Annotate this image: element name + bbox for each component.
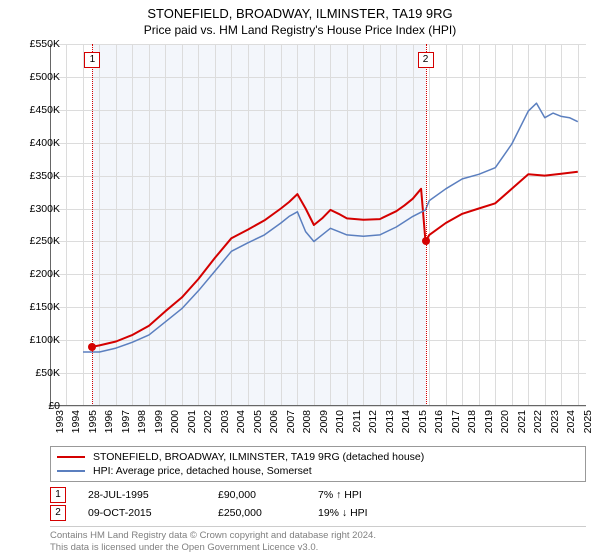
x-tick-label: 2020 <box>499 410 511 440</box>
x-tick-label: 2004 <box>235 410 247 440</box>
y-tick-label: £300K <box>12 203 60 215</box>
chart-title: STONEFIELD, BROADWAY, ILMINSTER, TA19 9R… <box>0 0 600 21</box>
chart-line-series <box>50 44 586 406</box>
legend-label: HPI: Average price, detached house, Some… <box>93 465 312 477</box>
x-tick-label: 2005 <box>252 410 264 440</box>
x-tick-label: 1999 <box>153 410 165 440</box>
event-number-box: 1 <box>50 487 66 503</box>
event-price: £250,000 <box>218 507 318 519</box>
x-tick-label: 2016 <box>433 410 445 440</box>
chart-legend: STONEFIELD, BROADWAY, ILMINSTER, TA19 9R… <box>50 446 586 482</box>
x-tick-label: 2010 <box>334 410 346 440</box>
x-tick-label: 2002 <box>202 410 214 440</box>
x-tick-label: 2009 <box>318 410 330 440</box>
x-tick-label: 1994 <box>70 410 82 440</box>
x-tick-label: 2023 <box>549 410 561 440</box>
legend-item: STONEFIELD, BROADWAY, ILMINSTER, TA19 9R… <box>57 450 579 464</box>
y-tick-label: £250K <box>12 235 60 247</box>
y-tick-label: £100K <box>12 334 60 346</box>
x-tick-label: 1993 <box>54 410 66 440</box>
chart-plot-area: 12 <box>50 44 586 406</box>
y-tick-label: £450K <box>12 104 60 116</box>
event-row: 1 28-JUL-1995 £90,000 7% ↑ HPI <box>50 486 586 504</box>
x-tick-label: 2003 <box>219 410 231 440</box>
legend-label: STONEFIELD, BROADWAY, ILMINSTER, TA19 9R… <box>93 451 424 463</box>
x-tick-label: 2007 <box>285 410 297 440</box>
event-number-box: 2 <box>50 505 66 521</box>
x-tick-label: 1998 <box>136 410 148 440</box>
x-tick-label: 2022 <box>532 410 544 440</box>
x-tick-label: 2025 <box>582 410 594 440</box>
x-tick-label: 2012 <box>367 410 379 440</box>
x-tick-label: 2006 <box>268 410 280 440</box>
x-tick-label: 2001 <box>186 410 198 440</box>
footer-line: Contains HM Land Registry data © Crown c… <box>50 530 586 542</box>
x-tick-label: 2008 <box>301 410 313 440</box>
x-tick-label: 2013 <box>384 410 396 440</box>
legend-swatch <box>57 470 85 472</box>
y-tick-label: £200K <box>12 268 60 280</box>
events-table: 1 28-JUL-1995 £90,000 7% ↑ HPI 2 09-OCT-… <box>50 486 586 522</box>
event-pct: 19% ↓ HPI <box>318 507 438 519</box>
y-tick-label: £150K <box>12 301 60 313</box>
y-tick-label: £50K <box>12 367 60 379</box>
y-tick-label: £400K <box>12 137 60 149</box>
y-tick-label: £500K <box>12 71 60 83</box>
x-tick-label: 1996 <box>103 410 115 440</box>
x-tick-label: 1995 <box>87 410 99 440</box>
event-price: £90,000 <box>218 489 318 501</box>
x-tick-label: 2021 <box>516 410 528 440</box>
event-date: 09-OCT-2015 <box>88 507 218 519</box>
x-tick-label: 2015 <box>417 410 429 440</box>
legend-swatch <box>57 456 85 458</box>
footer-line: This data is licensed under the Open Gov… <box>50 542 586 554</box>
x-axis-line <box>50 405 586 406</box>
x-tick-label: 2024 <box>565 410 577 440</box>
event-pct: 7% ↑ HPI <box>318 489 438 501</box>
event-date: 28-JUL-1995 <box>88 489 218 501</box>
y-tick-label: £550K <box>12 38 60 50</box>
x-tick-label: 2011 <box>351 410 363 440</box>
y-tick-label: £350K <box>12 170 60 182</box>
x-tick-label: 2018 <box>466 410 478 440</box>
y-tick-label: £0 <box>12 400 60 412</box>
x-tick-label: 1997 <box>120 410 132 440</box>
x-tick-label: 2000 <box>169 410 181 440</box>
x-tick-label: 2017 <box>450 410 462 440</box>
chart-footer: Contains HM Land Registry data © Crown c… <box>50 526 586 554</box>
x-tick-label: 2014 <box>400 410 412 440</box>
chart-subtitle: Price paid vs. HM Land Registry's House … <box>0 21 600 37</box>
legend-item: HPI: Average price, detached house, Some… <box>57 464 579 478</box>
y-axis-line <box>50 44 51 406</box>
x-tick-label: 2019 <box>483 410 495 440</box>
event-row: 2 09-OCT-2015 £250,000 19% ↓ HPI <box>50 504 586 522</box>
